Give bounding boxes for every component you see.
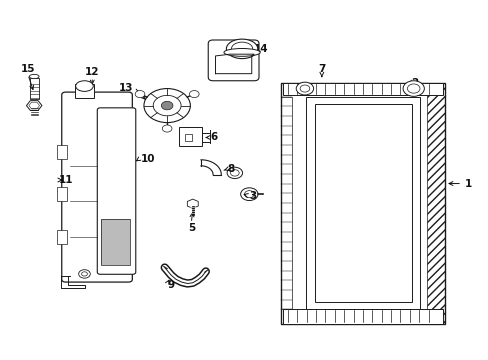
Text: 8: 8 <box>227 165 234 174</box>
Ellipse shape <box>224 49 260 56</box>
Bar <box>280 82 444 324</box>
Ellipse shape <box>29 75 39 78</box>
Bar <box>426 82 444 324</box>
Polygon shape <box>201 160 221 175</box>
Circle shape <box>240 188 258 201</box>
Text: 15: 15 <box>20 64 35 74</box>
Text: 4: 4 <box>350 306 358 316</box>
Polygon shape <box>215 54 254 74</box>
Text: 10: 10 <box>140 154 155 164</box>
Bar <box>57 230 66 244</box>
Bar <box>57 145 66 159</box>
Text: 14: 14 <box>254 44 268 54</box>
Bar <box>280 97 291 309</box>
FancyBboxPatch shape <box>97 108 136 274</box>
Circle shape <box>143 89 190 123</box>
Ellipse shape <box>76 81 93 91</box>
Circle shape <box>189 90 199 98</box>
Text: 9: 9 <box>167 280 174 289</box>
Bar <box>75 84 94 99</box>
Text: 13: 13 <box>119 83 133 93</box>
Circle shape <box>135 90 144 98</box>
Bar <box>57 187 66 201</box>
FancyBboxPatch shape <box>208 40 259 81</box>
Bar <box>306 97 419 309</box>
Text: 1: 1 <box>464 179 471 189</box>
Circle shape <box>296 82 313 95</box>
Text: 6: 6 <box>210 132 218 143</box>
Bar <box>283 82 442 95</box>
Bar <box>184 134 191 141</box>
FancyBboxPatch shape <box>61 92 132 282</box>
Ellipse shape <box>226 39 257 59</box>
Circle shape <box>79 270 90 278</box>
Bar <box>283 309 442 324</box>
Bar <box>101 219 130 265</box>
Text: 11: 11 <box>58 175 73 185</box>
Circle shape <box>226 167 242 179</box>
Circle shape <box>325 303 349 320</box>
Text: 2: 2 <box>410 77 418 87</box>
Text: 12: 12 <box>85 67 99 77</box>
Text: 5: 5 <box>187 222 195 233</box>
Bar <box>30 78 39 99</box>
Text: 7: 7 <box>318 64 325 74</box>
Bar <box>179 127 202 146</box>
Bar <box>314 104 411 302</box>
Circle shape <box>161 101 173 110</box>
Circle shape <box>162 125 172 132</box>
Circle shape <box>402 81 424 96</box>
Bar <box>101 219 130 265</box>
Text: 3: 3 <box>249 191 256 201</box>
